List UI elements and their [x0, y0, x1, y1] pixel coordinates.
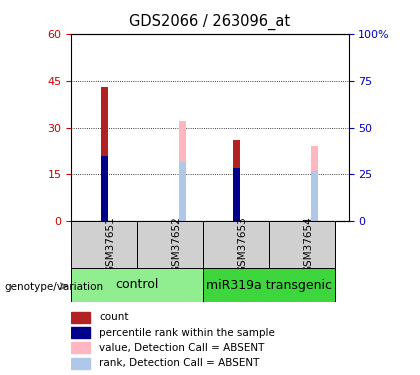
Bar	[71, 327, 90, 338]
Text: miR319a transgenic: miR319a transgenic	[206, 279, 332, 291]
Text: rank, Detection Call = ABSENT: rank, Detection Call = ABSENT	[99, 358, 259, 368]
Bar	[311, 146, 318, 221]
Text: genotype/variation: genotype/variation	[4, 282, 103, 292]
Bar	[311, 171, 318, 221]
Bar	[101, 156, 108, 221]
Bar	[233, 140, 240, 221]
Text: GSM37651: GSM37651	[105, 216, 116, 273]
Bar	[71, 342, 90, 353]
Text: value, Detection Call = ABSENT: value, Detection Call = ABSENT	[99, 343, 264, 352]
Bar	[71, 312, 90, 323]
Text: GSM37652: GSM37652	[171, 216, 181, 273]
Bar	[101, 87, 108, 221]
Bar	[179, 121, 186, 221]
Text: GSM37654: GSM37654	[303, 216, 313, 273]
Title: GDS2066 / 263096_at: GDS2066 / 263096_at	[129, 13, 291, 30]
Bar	[71, 268, 203, 302]
Bar	[71, 221, 137, 268]
Bar	[203, 268, 336, 302]
Bar	[269, 221, 336, 268]
Bar	[137, 221, 203, 268]
Bar	[203, 221, 269, 268]
Text: control: control	[116, 279, 159, 291]
Bar	[233, 168, 240, 221]
Text: GSM37653: GSM37653	[237, 216, 247, 273]
Bar	[71, 358, 90, 369]
Text: percentile rank within the sample: percentile rank within the sample	[99, 327, 275, 338]
Text: count: count	[99, 312, 129, 322]
Bar	[179, 162, 186, 221]
